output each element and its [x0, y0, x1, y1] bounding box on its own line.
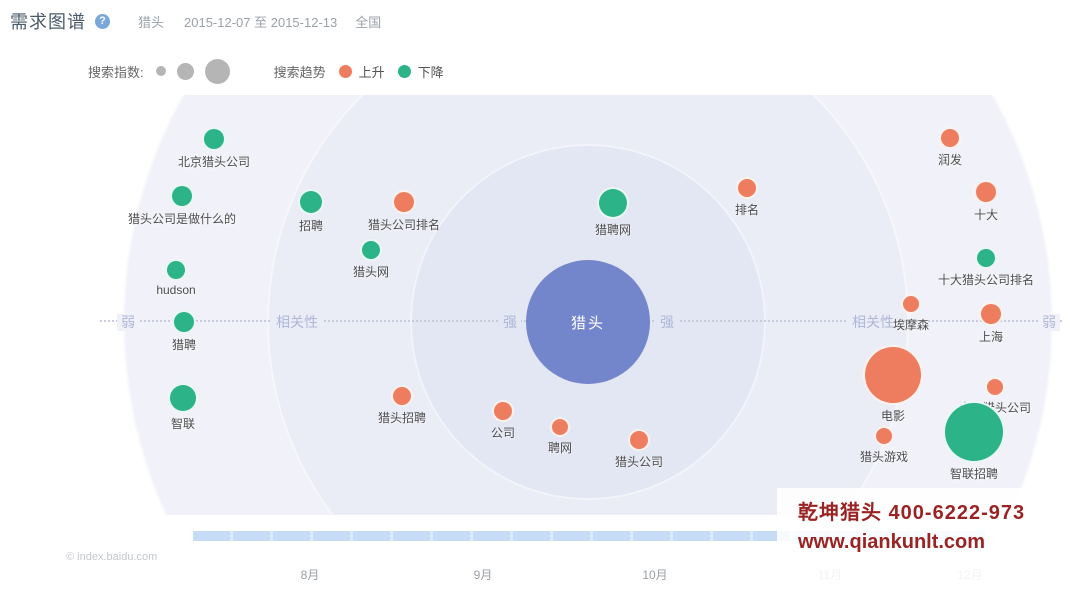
date-range-text: 2015-12-07 至 2015-12-13 [184, 14, 338, 30]
trend-up-dot [338, 64, 352, 78]
bubble-label: 猎头网 [352, 265, 390, 279]
bubble-label: 猎头公司是做什么的 [127, 212, 237, 226]
bubble-label: 智联招聘 [949, 467, 999, 481]
bubble-label: 猎头公司 [614, 455, 664, 469]
watermark-company-phone: 乾坤猎头 400-6222-973 [798, 502, 1026, 524]
bubble-label: 十大猎头公司排名 [937, 273, 1035, 287]
keyword-text: 猎头 [138, 14, 165, 30]
bubble-label: 猎头游戏 [859, 450, 909, 464]
bubble-label: 润发 [937, 153, 963, 167]
trend-up-label: 上升 [358, 64, 385, 80]
keyword-bubble[interactable] [901, 294, 921, 314]
keyword-bubble[interactable] [202, 127, 226, 151]
keyword-bubble[interactable] [392, 190, 416, 214]
trend-down-label: 下降 [417, 64, 444, 80]
bubble-label: 十大 [973, 208, 999, 222]
center-keyword-label: 猎头 [570, 314, 605, 332]
axis-label: 相关性 [848, 314, 898, 331]
axis-label: 相关性 [272, 314, 322, 331]
timeline-month: 10月 [642, 568, 668, 582]
keyword-bubble[interactable] [492, 400, 514, 422]
bubble-label: 猎头公司排名 [367, 218, 441, 232]
bubble-label: 北京猎头公司 [177, 155, 251, 169]
axis-label: 弱 [1038, 314, 1060, 331]
keyword-bubble[interactable] [360, 239, 382, 261]
keyword-bubble[interactable] [979, 302, 1003, 326]
axis-label: 强 [499, 314, 521, 331]
keyword-bubble[interactable] [168, 383, 198, 413]
bubble-label: 猎聘网 [594, 223, 632, 237]
watermark-url: www.qiankunlt.com [798, 531, 986, 553]
keyword-bubble[interactable] [874, 426, 894, 446]
keyword-bubble[interactable] [974, 180, 998, 204]
bubble-label: 公司 [490, 426, 516, 440]
search-index-label: 搜索指数: [88, 64, 144, 80]
keyword-bubble[interactable] [975, 247, 997, 269]
index-size-dot-large [204, 58, 230, 84]
bubble-label: 智联 [170, 417, 196, 431]
legend: 搜索指数: 搜索趋势 上升 下降 [88, 57, 444, 85]
keyword-bubble[interactable] [736, 177, 758, 199]
keyword-bubble[interactable] [863, 345, 923, 405]
page-title: 需求图谱 [10, 12, 86, 32]
bubble-label: 猎聘 [171, 338, 197, 352]
bubble-label: 猎头招聘 [377, 411, 427, 425]
bubble-label: 上海 [978, 330, 1004, 344]
keyword-bubble[interactable] [550, 417, 570, 437]
keyword-bubble[interactable] [939, 127, 961, 149]
search-trend-label: 搜索趋势 [273, 64, 326, 80]
watermark-overlay: 乾坤猎头 400-6222-973 www.qiankunlt.com [777, 488, 1066, 590]
page-header: 需求图谱 ? 猎头 2015-12-07 至 2015-12-13 全国 [10, 8, 381, 34]
keyword-bubble[interactable] [943, 401, 1005, 463]
keyword-bubble[interactable] [172, 310, 196, 334]
keyword-bubble[interactable] [597, 187, 629, 219]
index-size-dot-small [155, 66, 166, 76]
copyright-text: © index.baidu.com [66, 551, 158, 563]
axis-label: 弱 [117, 314, 139, 331]
timeline-slider[interactable] [193, 531, 985, 541]
region-text: 全国 [355, 14, 382, 30]
trend-down-dot [397, 64, 411, 78]
keyword-bubble[interactable] [628, 429, 650, 451]
keyword-bubble[interactable] [391, 385, 413, 407]
bubble-label: 聘网 [547, 441, 573, 455]
bubble-label: 电影 [880, 409, 906, 423]
timeline-month: 8月 [300, 568, 320, 582]
axis-label: 强 [656, 314, 678, 331]
keyword-bubble[interactable] [985, 377, 1005, 397]
bubble-label: 招聘 [298, 219, 324, 233]
bubble-label: hudson [156, 283, 196, 297]
keyword-bubble[interactable] [298, 189, 324, 215]
index-size-dot-medium [176, 62, 194, 80]
timeline-month: 9月 [473, 568, 493, 582]
bubble-label: 排名 [734, 203, 760, 217]
help-icon[interactable]: ? [95, 13, 110, 29]
bubble-label: 埃摩森 [892, 318, 930, 332]
keyword-bubble[interactable] [165, 259, 187, 281]
center-keyword-bubble[interactable]: 猎头 [526, 260, 650, 384]
keyword-bubble[interactable] [170, 184, 194, 208]
